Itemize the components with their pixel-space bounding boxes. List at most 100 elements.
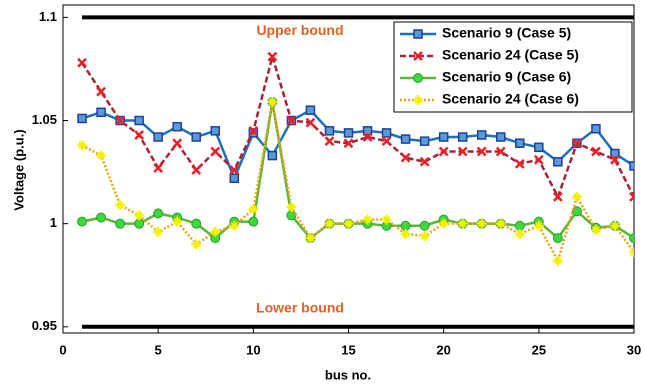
marker <box>515 138 525 148</box>
series-line <box>81 101 634 265</box>
marker <box>343 138 354 149</box>
x-tick-label: 10 <box>246 342 260 357</box>
marker <box>495 146 506 157</box>
marker <box>553 157 563 167</box>
marker <box>248 125 259 136</box>
x-tick-label: 20 <box>436 342 450 357</box>
marker <box>591 124 601 134</box>
marker <box>629 191 634 202</box>
marker <box>419 156 430 167</box>
marker <box>514 228 525 239</box>
marker <box>476 146 487 157</box>
marker <box>77 140 88 151</box>
marker <box>286 115 297 126</box>
marker <box>96 212 107 223</box>
marker <box>438 218 449 229</box>
marker <box>286 202 297 213</box>
marker <box>400 220 411 231</box>
marker <box>153 163 164 173</box>
marker <box>419 136 430 146</box>
marker <box>400 134 411 144</box>
marker <box>400 152 411 163</box>
marker <box>210 226 221 237</box>
marker <box>552 191 563 202</box>
marker <box>191 239 202 250</box>
marker <box>324 126 335 136</box>
marker <box>438 132 449 142</box>
marker <box>248 204 259 215</box>
marker <box>381 136 392 147</box>
legend-marker <box>413 51 423 61</box>
marker <box>362 214 373 225</box>
marker <box>438 146 449 157</box>
marker <box>191 218 202 229</box>
y-axis-label: Voltage (p.u.) <box>11 129 26 210</box>
legend-marker <box>413 29 423 39</box>
marker <box>96 107 106 118</box>
marker <box>172 138 183 149</box>
marker <box>400 228 411 239</box>
legend-label: Scenario 24 (Case 5) <box>442 47 579 63</box>
y-tick-label: 1 <box>50 215 57 230</box>
series <box>77 96 634 244</box>
marker <box>362 132 373 142</box>
marker <box>343 218 354 229</box>
marker <box>191 165 202 175</box>
marker <box>267 51 278 62</box>
marker <box>134 210 145 221</box>
marker <box>419 231 430 242</box>
marker <box>514 220 525 231</box>
marker <box>286 210 297 221</box>
marker <box>248 216 259 227</box>
marker <box>457 132 468 142</box>
marker <box>590 224 601 235</box>
legend-item: Scenario 24 (Case 6) <box>400 91 579 107</box>
marker <box>534 142 544 153</box>
marker <box>77 216 88 227</box>
x-tick-label: 5 <box>155 342 162 357</box>
marker <box>134 115 144 126</box>
marker <box>229 220 240 231</box>
marker <box>362 126 373 136</box>
legend-item: Scenario 24 (Case 5) <box>400 47 579 63</box>
marker <box>305 105 316 115</box>
legend-label: Scenario 24 (Case 6) <box>442 91 579 107</box>
marker <box>324 218 335 229</box>
marker <box>591 146 601 157</box>
marker <box>572 138 582 149</box>
marker <box>457 218 468 229</box>
annotation: Lower bound <box>256 300 344 316</box>
legend-item: Scenario 9 (Case 6) <box>400 69 571 85</box>
marker <box>153 132 163 142</box>
y-tick-label: 1.05 <box>32 112 57 127</box>
marker <box>476 130 487 140</box>
marker <box>134 218 145 229</box>
marker <box>153 208 164 219</box>
marker <box>172 216 183 227</box>
marker <box>115 218 126 229</box>
marker <box>210 126 221 136</box>
marker <box>115 115 125 126</box>
marker <box>96 86 106 97</box>
legend-marker <box>413 73 423 83</box>
marker <box>267 96 278 107</box>
marker <box>381 214 392 225</box>
marker <box>514 158 525 169</box>
marker <box>267 150 278 161</box>
series <box>77 51 634 202</box>
marker <box>610 148 620 159</box>
marker <box>305 233 316 244</box>
annotation: Upper bound <box>256 22 343 38</box>
marker <box>115 200 126 211</box>
marker <box>343 128 354 138</box>
marker <box>629 161 634 171</box>
x-tick-label: 0 <box>59 342 66 357</box>
x-tick-label: 25 <box>532 342 546 357</box>
marker <box>495 218 506 229</box>
marker <box>609 220 620 231</box>
y-tick-label: 1.1 <box>39 9 57 24</box>
marker <box>552 255 563 266</box>
marker <box>305 117 316 128</box>
marker <box>191 132 201 142</box>
